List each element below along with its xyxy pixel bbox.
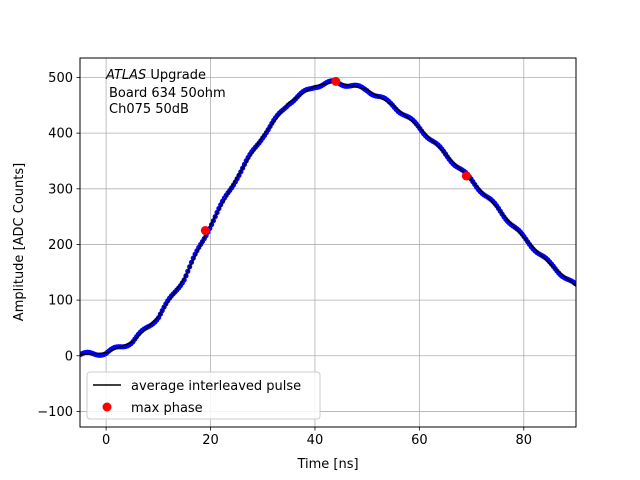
y-tick-label: 0 (65, 349, 73, 364)
y-axis-ticks: −100 0 100 200 300 400 500 (37, 71, 80, 420)
x-axis-label: Time [ns] (296, 457, 358, 472)
y-tick-label: 300 (48, 182, 73, 197)
x-axis-ticks: 0 20 40 60 80 (102, 427, 532, 448)
y-tick-label: 100 (48, 294, 73, 309)
plot-frame (79, 57, 577, 428)
y-tick-label: 400 (48, 127, 73, 142)
plot-content (80, 76, 576, 358)
legend-marker-swatch (102, 402, 112, 412)
x-tick-label: 20 (202, 433, 219, 448)
y-tick-label: 500 (48, 71, 73, 86)
legend-label-max-phase: max phase (131, 401, 203, 416)
max-phase-point (461, 171, 471, 181)
legend: average interleaved pulse max phase (86, 371, 321, 420)
annotation-line2: Board 634 50ohm (109, 86, 226, 101)
x-tick-label: 40 (307, 433, 324, 448)
average-pulse-line (80, 81, 576, 356)
annotation-atlas: ATLAS (105, 68, 146, 83)
x-tick-label: 0 (102, 433, 110, 448)
annotation-line1: ATLAS Upgrade (105, 68, 206, 83)
annotation-line3: Ch075 50dB (109, 102, 189, 117)
y-tick-label: 200 (48, 238, 73, 253)
legend-label-pulse: average interleaved pulse (131, 379, 301, 394)
y-tick-label: −100 (37, 405, 73, 420)
annotation: ATLAS Upgrade Board 634 50ohm Ch075 50dB (105, 68, 226, 117)
x-tick-label: 60 (411, 433, 428, 448)
x-tick-label: 80 (516, 433, 533, 448)
grid (80, 58, 576, 427)
annotation-upgrade: Upgrade (146, 68, 206, 83)
y-axis-label: Amplitude [ADC Counts] (12, 163, 27, 321)
legend-box (86, 371, 321, 420)
max-phase-point (331, 76, 341, 86)
max-phase-point (200, 226, 210, 236)
